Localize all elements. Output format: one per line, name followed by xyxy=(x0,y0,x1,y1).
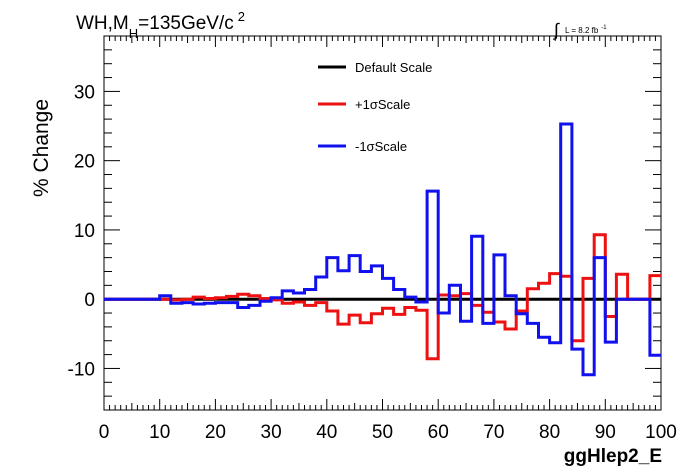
y-axis-label: % Change xyxy=(30,99,53,197)
x-tick-label: 100 xyxy=(645,422,677,443)
x-tick-label: 50 xyxy=(372,422,393,443)
x-axis-label: ggHlep2_E xyxy=(564,446,662,467)
x-tick-label: 10 xyxy=(149,422,170,443)
axis-ticks: 0 10 20 30 40 50 60 70 80 90 100 -10 0 10 20 30 xyxy=(68,35,677,443)
x-tick-label: 70 xyxy=(483,422,504,443)
x-tick-label: 20 xyxy=(205,422,226,443)
y-tick-label: -10 xyxy=(68,359,95,380)
x-tick-label: 80 xyxy=(539,422,560,443)
x-tick-label: 0 xyxy=(99,422,110,443)
plot-area-border xyxy=(103,35,662,411)
series-minus-sigma-scale xyxy=(104,122,661,377)
legend: Default Scale +1σScale -1σScale xyxy=(318,60,432,154)
y-tick-label: 30 xyxy=(74,82,95,103)
lumi-label: L = 8.2 fb -1 xyxy=(565,25,607,35)
plot-frame xyxy=(103,35,662,411)
legend-entry-default: Default Scale xyxy=(318,60,432,75)
legend-entry-minus-sigma: -1σScale xyxy=(318,139,407,154)
legend-entry-plus-sigma: +1σScale xyxy=(318,97,410,112)
y-tick-label: 20 xyxy=(74,152,95,173)
x-tick-label: 40 xyxy=(316,422,337,443)
legend-label-plus-sigma: +1σScale xyxy=(355,97,410,112)
x-tick-label: 30 xyxy=(261,422,282,443)
lumi-integral-symbol: ∫ xyxy=(552,20,560,40)
legend-label-minus-sigma: -1σScale xyxy=(355,139,407,154)
y-tick-label: 10 xyxy=(74,221,95,242)
y-tick-label: 0 xyxy=(84,290,95,311)
chart-title: WH,MH=135GeV/c 2 xyxy=(76,9,245,41)
x-tick-label: 60 xyxy=(428,422,449,443)
x-tick-label: 90 xyxy=(595,422,616,443)
legend-label-default: Default Scale xyxy=(355,60,432,75)
series-layer xyxy=(104,122,661,377)
series-plus-sigma-scale xyxy=(104,233,661,361)
